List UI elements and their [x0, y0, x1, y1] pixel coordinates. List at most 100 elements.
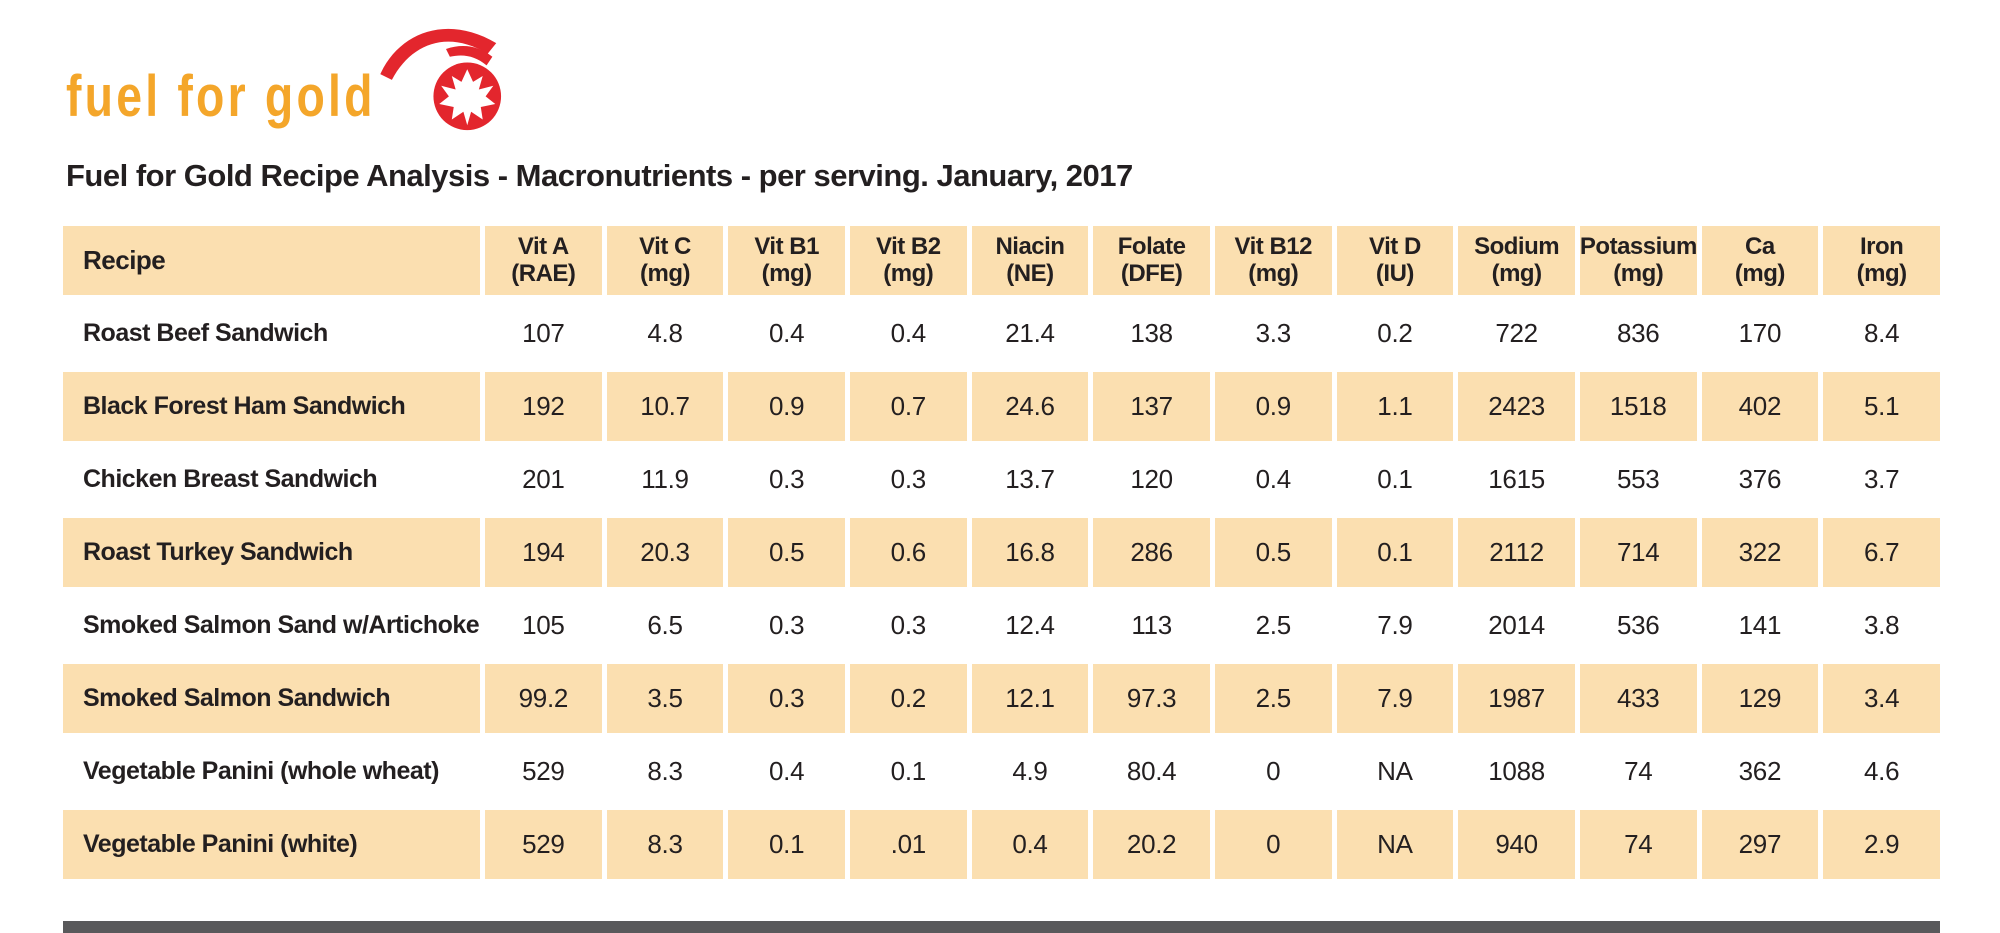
- logo-wordmark: fuel for gold: [66, 64, 376, 129]
- column-header: Vit B1 (mg): [728, 226, 845, 295]
- column-header-recipe: Recipe: [63, 226, 480, 295]
- value-cell: 0.1: [1336, 518, 1454, 587]
- header-row: Recipe Vit A (RAE) Vit C (mg) Vit B1 (mg) Vit B…: [63, 226, 1940, 295]
- value-cell: 722: [1458, 299, 1575, 368]
- value-cell: 0.3: [728, 591, 845, 660]
- value-cell: 286: [1093, 518, 1210, 587]
- value-cell: 11.9: [606, 445, 724, 514]
- value-cell: 0.4: [971, 810, 1089, 879]
- value-cell: 0.3: [728, 445, 845, 514]
- value-cell: 322: [1701, 518, 1819, 587]
- column-header: Vit A (RAE): [485, 226, 602, 295]
- recipe-cell: Smoked Salmon Sandwich: [63, 664, 480, 733]
- table-row: Roast Turkey Sandwich 194 20.3 0.5 0.6 16.8 28…: [63, 518, 1940, 587]
- value-cell: 0.1: [849, 737, 967, 806]
- value-cell: 529: [485, 737, 602, 806]
- value-cell: 0.4: [728, 737, 845, 806]
- nutrient-table: Recipe Vit A (RAE) Vit C (mg) Vit B1 (mg) Vit B…: [58, 222, 1945, 883]
- value-cell: 297: [1701, 810, 1819, 879]
- value-cell: 8.3: [606, 810, 724, 879]
- table-row: Vegetable Panini (whole wheat) 529 8.3 0.4 0…: [63, 737, 1940, 806]
- table-row: Roast Beef Sandwich 107 4.8 0.4 0.4 21.4 138 3.…: [63, 299, 1940, 368]
- column-header: Sodium (mg): [1458, 226, 1575, 295]
- value-cell: 105: [485, 591, 602, 660]
- value-cell: 0.3: [849, 445, 967, 514]
- value-cell: 138: [1093, 299, 1210, 368]
- value-cell: 170: [1701, 299, 1819, 368]
- value-cell: 13.7: [971, 445, 1089, 514]
- value-cell: 1987: [1458, 664, 1575, 733]
- value-cell: 0.9: [1214, 372, 1332, 441]
- maple-leaf-comet-icon: [380, 28, 502, 131]
- column-header: Potassium (mg): [1579, 226, 1697, 295]
- value-cell: 3.4: [1823, 664, 1940, 733]
- value-cell: 120: [1093, 445, 1210, 514]
- value-cell: 201: [485, 445, 602, 514]
- value-cell: 2.5: [1214, 664, 1332, 733]
- column-header: Ca (mg): [1701, 226, 1819, 295]
- value-cell: 0.4: [849, 299, 967, 368]
- value-cell: 0.5: [1214, 518, 1332, 587]
- value-cell: 4.8: [606, 299, 724, 368]
- value-cell: 0.3: [728, 664, 845, 733]
- column-header: Iron (mg): [1823, 226, 1940, 295]
- table-row: Black Forest Ham Sandwich 192 10.7 0.9 0.7 24…: [63, 372, 1940, 441]
- value-cell: 2423: [1458, 372, 1575, 441]
- value-cell: 0.2: [1336, 299, 1454, 368]
- value-cell: 5.1: [1823, 372, 1940, 441]
- value-cell: 12.1: [971, 664, 1089, 733]
- value-cell: 376: [1701, 445, 1819, 514]
- value-cell: 7.9: [1336, 664, 1454, 733]
- table-row: Smoked Salmon Sandwich 99.2 3.5 0.3 0.2 12.1 9…: [63, 664, 1940, 733]
- recipe-cell: Roast Beef Sandwich: [63, 299, 480, 368]
- value-cell: 3.3: [1214, 299, 1332, 368]
- value-cell: 536: [1579, 591, 1697, 660]
- value-cell: 836: [1579, 299, 1697, 368]
- value-cell: 129: [1701, 664, 1819, 733]
- recipe-cell: Smoked Salmon Sand w/Artichoke: [63, 591, 480, 660]
- recipe-cell: Roast Turkey Sandwich: [63, 518, 480, 587]
- value-cell: .01: [849, 810, 967, 879]
- value-cell: 20.3: [606, 518, 724, 587]
- value-cell: 433: [1579, 664, 1697, 733]
- value-cell: 3.8: [1823, 591, 1940, 660]
- value-cell: 0: [1214, 810, 1332, 879]
- value-cell: 12.4: [971, 591, 1089, 660]
- value-cell: 714: [1579, 518, 1697, 587]
- value-cell: 0: [1214, 737, 1332, 806]
- value-cell: 0.1: [1336, 445, 1454, 514]
- value-cell: 8.3: [606, 737, 724, 806]
- page-title: Fuel for Gold Recipe Analysis - Macronut…: [66, 158, 1133, 193]
- value-cell: 0.5: [728, 518, 845, 587]
- table-row: Vegetable Panini (white) 529 8.3 0.1.01 0.4 2…: [63, 810, 1940, 879]
- value-cell: 2112: [1458, 518, 1575, 587]
- value-cell: 0.6: [849, 518, 967, 587]
- value-cell: 10.7: [606, 372, 724, 441]
- column-header: Vit B2 (mg): [849, 226, 967, 295]
- table-row: Chicken Breast Sandwich 201 11.9 0.3 0.3 13.7…: [63, 445, 1940, 514]
- value-cell: 74: [1579, 737, 1697, 806]
- value-cell: 4.9: [971, 737, 1089, 806]
- value-cell: 16.8: [971, 518, 1089, 587]
- value-cell: 141: [1701, 591, 1819, 660]
- value-cell: 99.2: [485, 664, 602, 733]
- value-cell: 0.7: [849, 372, 967, 441]
- recipe-cell: Vegetable Panini (white): [63, 810, 480, 879]
- value-cell: 192: [485, 372, 602, 441]
- value-cell: 107: [485, 299, 602, 368]
- value-cell: 1088: [1458, 737, 1575, 806]
- value-cell: 940: [1458, 810, 1575, 879]
- value-cell: 0.4: [728, 299, 845, 368]
- bottom-strip: [63, 921, 1940, 933]
- column-header: Niacin (NE): [971, 226, 1089, 295]
- value-cell: 20.2: [1093, 810, 1210, 879]
- value-cell: NA: [1336, 737, 1454, 806]
- value-cell: 553: [1579, 445, 1697, 514]
- value-cell: 24.6: [971, 372, 1089, 441]
- value-cell: 362: [1701, 737, 1819, 806]
- value-cell: 194: [485, 518, 602, 587]
- value-cell: 402: [1701, 372, 1819, 441]
- value-cell: 2014: [1458, 591, 1575, 660]
- value-cell: NA: [1336, 810, 1454, 879]
